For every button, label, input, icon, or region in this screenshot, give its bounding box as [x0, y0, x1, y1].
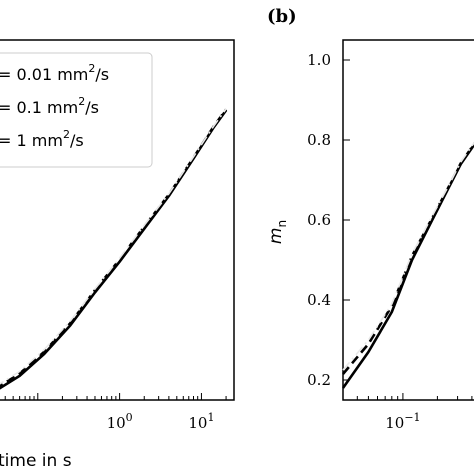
panel-b-series-dashed-line [342, 141, 474, 375]
legend-entry-solid: = 0.01 mm2/s [0, 62, 109, 84]
panel-a-xlabel: time in s [0, 451, 72, 471]
panel-b-ytick-label: 0.6 [307, 211, 331, 229]
panel-a: 100 101 = 0.01 mm2/s= 0.1 mm2/s= 1 mm2/s … [0, 39, 235, 471]
legend-entry-dashed: = 0.1 mm2/s [0, 95, 99, 117]
panel-a-frame [0, 39, 235, 401]
panel-a-series-solid-line [0, 109, 228, 390]
panel-b-series-dashdot-line [342, 141, 474, 371]
panel-b-lines [341, 141, 474, 389]
panel-b-ticks [342, 59, 473, 400]
panel-a-lines [0, 108, 228, 390]
legend-frame [0, 52, 153, 168]
panel-b-label: (b) [267, 6, 297, 27]
panel-b-ytick-labels: 0.2 0.4 0.6 0.8 1.0 [307, 51, 331, 389]
panel-a-series-dashdot-line [0, 108, 227, 385]
panel-b-frame [342, 39, 474, 401]
panel-b-xtick-label: 10−1 [385, 411, 420, 432]
panel-a-xtick-label: 101 [188, 411, 214, 432]
legend: = 0.01 mm2/s = 0.1 mm2/s = 1 mm2/s [0, 52, 153, 168]
panel-b-ylabel: mn [266, 220, 289, 244]
panel-a-xtick-labels: 100 101 [107, 411, 215, 432]
panel-b-ytick-label: 0.4 [307, 291, 331, 309]
legend-entry-dashdot: = 1 mm2/s [0, 128, 84, 150]
panel-b-ytick-label: 0.8 [307, 131, 331, 149]
panel-b: (b) 0.2 0.4 0.6 0.8 1.0 10−1 mn [266, 6, 474, 432]
panel-a-xtick-label: 100 [107, 411, 133, 432]
panel-a-ticks [4, 393, 227, 400]
panel-b-ylabel-text: mn [266, 220, 289, 244]
panel-b-xtick-labels: 10−1 [385, 411, 420, 432]
panel-b-ytick-label: 1.0 [307, 51, 331, 69]
panel-b-ytick-label: 0.2 [307, 371, 331, 389]
